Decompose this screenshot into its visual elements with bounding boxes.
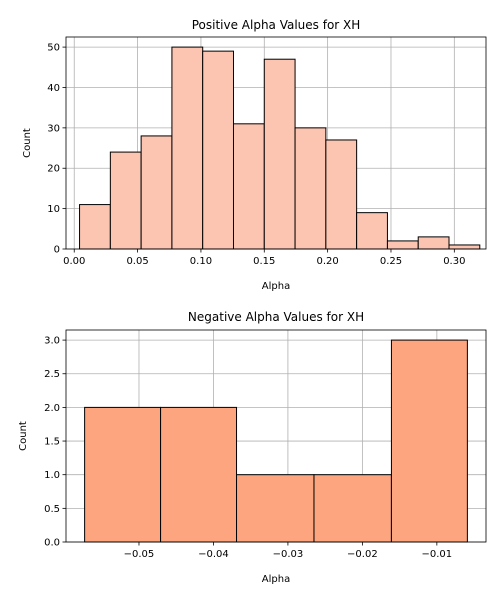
histogram-bar bbox=[325, 139, 358, 250]
y-tick-label: 40 bbox=[47, 83, 60, 94]
histogram-bar bbox=[390, 339, 468, 543]
y-axis-label: Count bbox=[18, 421, 29, 451]
x-tick-label: −0.04 bbox=[198, 549, 229, 560]
x-tick-label: −0.03 bbox=[273, 549, 304, 560]
y-tick-label: 1.0 bbox=[44, 470, 60, 481]
x-tick-label: 0.30 bbox=[443, 256, 465, 267]
plot-frame bbox=[65, 329, 487, 543]
x-tick-label: −0.02 bbox=[347, 549, 378, 560]
x-tick-label: 0.10 bbox=[190, 256, 212, 267]
y-tick-label: 2.0 bbox=[44, 403, 60, 414]
bars bbox=[79, 46, 481, 250]
y-tick-label: 3.0 bbox=[44, 336, 60, 347]
x-tick-label: −0.01 bbox=[422, 549, 453, 560]
histogram-bar bbox=[232, 123, 265, 250]
negative-alpha-histogram: Negative Alpha Values for XH Alpha Count… bbox=[18, 310, 487, 585]
y-tick-label: 30 bbox=[47, 123, 60, 134]
histogram-bar bbox=[313, 474, 392, 543]
histogram-bar bbox=[386, 240, 419, 250]
x-tick-label: 0.15 bbox=[253, 256, 275, 267]
positive-alpha-histogram: Positive Alpha Values for XH Alpha Count… bbox=[22, 18, 487, 292]
chart-title: Negative Alpha Values for XH bbox=[188, 310, 364, 324]
y-tick-label: 0.5 bbox=[44, 504, 60, 515]
ticks: 0.00 0.05 0.10 0.15 0.20 0.25 0.30 0 10 20 30 40 50 bbox=[47, 43, 465, 267]
chart-title: Positive Alpha Values for XH bbox=[192, 18, 361, 32]
histogram-bar bbox=[84, 406, 162, 543]
histogram-bar bbox=[356, 212, 388, 250]
histogram-bar bbox=[448, 244, 481, 250]
x-tick-label: 0.20 bbox=[316, 256, 338, 267]
x-tick-label: −0.05 bbox=[124, 549, 155, 560]
histogram-bar bbox=[202, 50, 234, 250]
y-tick-label: 0.0 bbox=[44, 538, 60, 549]
plot-frame bbox=[65, 36, 487, 250]
histogram-bar bbox=[140, 135, 173, 250]
y-tick-label: 2.5 bbox=[44, 369, 60, 380]
ticks: −0.05 −0.04 −0.03 −0.02 −0.01 0.0 0.5 1.0 1.5 2.0… bbox=[44, 336, 452, 560]
histogram-bar bbox=[294, 127, 327, 250]
y-tick-label: 1.5 bbox=[44, 437, 60, 448]
y-tick-label: 50 bbox=[47, 43, 60, 54]
histogram-bar bbox=[109, 151, 142, 250]
x-tick-label: 0.05 bbox=[126, 256, 148, 267]
histogram-bar bbox=[417, 236, 450, 250]
y-axis-label: Count bbox=[22, 128, 33, 158]
x-tick-label: 0.00 bbox=[63, 256, 85, 267]
histogram-bar bbox=[263, 58, 296, 250]
y-tick-label: 20 bbox=[47, 164, 60, 175]
histogram-bar bbox=[79, 204, 111, 250]
x-axis-label: Alpha bbox=[262, 281, 290, 292]
x-axis-label: Alpha bbox=[262, 574, 290, 585]
x-tick-label: 0.25 bbox=[380, 256, 402, 267]
histogram-bar bbox=[171, 46, 204, 250]
histogram-bar bbox=[236, 474, 315, 543]
y-tick-label: 10 bbox=[47, 204, 60, 215]
y-tick-label: 0 bbox=[54, 245, 60, 256]
histogram-bar bbox=[160, 406, 238, 543]
bars bbox=[84, 339, 468, 543]
